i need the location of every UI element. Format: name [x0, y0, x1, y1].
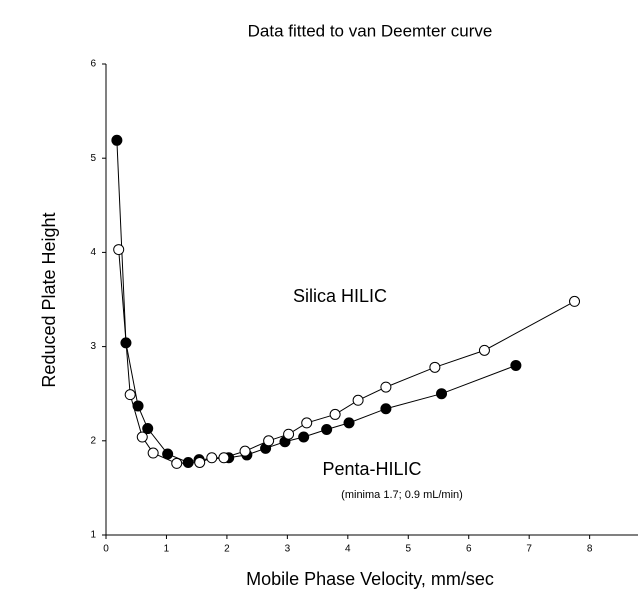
data-point	[478, 344, 490, 356]
fit-line	[118, 249, 575, 464]
x-tick-label: 1	[164, 544, 170, 555]
chart-title: Data fitted to van Deemter curve	[248, 21, 493, 40]
data-point	[171, 457, 183, 469]
data-point	[301, 417, 313, 429]
x-tick-label: 3	[285, 544, 291, 555]
data-point	[321, 423, 333, 435]
data-point	[111, 134, 123, 146]
data-point	[343, 417, 355, 429]
x-tick-label: 5	[405, 544, 411, 555]
data-point	[263, 435, 275, 447]
y-tick-label: 1	[90, 530, 96, 541]
x-tick-label: 8	[587, 544, 593, 555]
data-point	[283, 428, 295, 440]
data-point	[429, 361, 441, 373]
x-tick-label: 6	[466, 544, 472, 555]
y-tick-label: 5	[90, 153, 96, 164]
data-point	[380, 403, 392, 415]
annotation: Silica HILIC	[293, 286, 387, 306]
y-tick-label: 4	[90, 247, 96, 258]
y-axis-label: Reduced Plate Height	[39, 212, 59, 387]
data-point	[113, 244, 125, 256]
data-point	[329, 408, 341, 420]
data-point	[206, 452, 218, 464]
x-axis-label: Mobile Phase Velocity, mm/sec	[246, 569, 494, 589]
data-point	[510, 359, 522, 371]
annotation: Penta-HILIC	[322, 459, 421, 479]
data-point	[218, 452, 230, 464]
y-tick-label: 6	[90, 59, 96, 70]
data-point	[194, 456, 206, 468]
data-point	[569, 295, 581, 307]
annotation: (minima 1.7; 0.9 mL/min)	[341, 489, 463, 501]
data-point	[352, 394, 364, 406]
x-tick-label: 0	[103, 544, 109, 555]
data-point	[298, 431, 310, 443]
data-point	[136, 431, 148, 443]
data-point	[436, 388, 448, 400]
x-tick-label: 4	[345, 544, 351, 555]
data-point	[124, 389, 136, 401]
y-tick-label: 2	[90, 435, 96, 446]
data-point	[147, 447, 159, 459]
x-tick-label: 2	[224, 544, 230, 555]
x-tick-label: 7	[526, 544, 532, 555]
data-point	[142, 423, 154, 435]
data-point	[239, 445, 251, 457]
y-tick-label: 3	[90, 341, 96, 352]
data-point	[380, 381, 392, 393]
